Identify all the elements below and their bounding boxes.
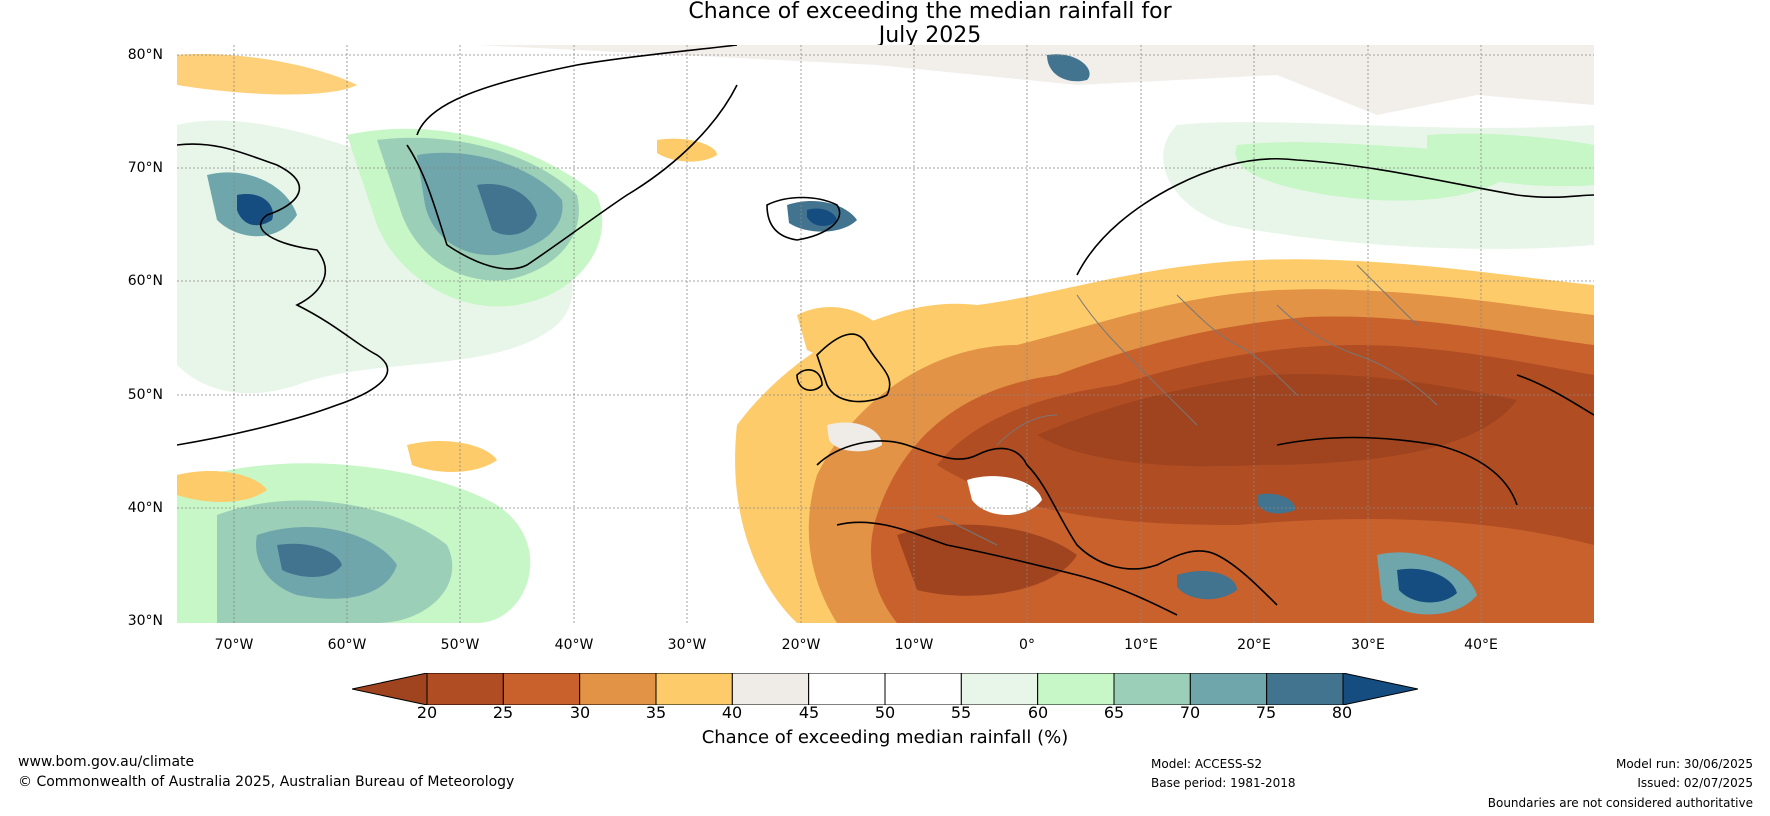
lat-label-60n: 60°N bbox=[127, 273, 163, 289]
colorbar-tick: 30 bbox=[569, 703, 591, 722]
colorbar-tick: 40 bbox=[721, 703, 743, 722]
lat-label-30n: 30°N bbox=[127, 613, 163, 629]
colorbar-tick: 70 bbox=[1179, 703, 1201, 722]
colorbar-tick: 45 bbox=[798, 703, 820, 722]
country-borders bbox=[936, 264, 1438, 546]
colorbar-segment bbox=[1037, 672, 1115, 706]
colorbar-tick: 25 bbox=[492, 703, 514, 722]
colorbar-svg bbox=[351, 672, 1419, 706]
lon-label-20w: 20°W bbox=[781, 637, 821, 653]
colorbar-tick: 65 bbox=[1103, 703, 1125, 722]
disclaimer-text: Boundaries are not considered authoritat… bbox=[1487, 796, 1753, 810]
lat-label-70n: 70°N bbox=[127, 160, 163, 176]
lon-label-10e: 10°E bbox=[1124, 637, 1158, 653]
model-text: Model: ACCESS-S2 bbox=[1151, 757, 1263, 771]
lon-label-30w: 30°W bbox=[667, 637, 707, 653]
lon-label-40e: 40°E bbox=[1464, 637, 1498, 653]
colorbar-extend-low bbox=[351, 672, 428, 706]
rainfall-map-svg bbox=[177, 45, 1594, 623]
colorbar-segment bbox=[655, 672, 733, 706]
probability-shading bbox=[177, 45, 1594, 623]
colorbar-segment bbox=[960, 672, 1039, 706]
graticule bbox=[177, 45, 1594, 623]
colorbar bbox=[351, 672, 1419, 706]
title-line-2: July 2025 bbox=[878, 23, 982, 48]
colorbar-segment bbox=[1189, 672, 1268, 706]
lat-label-80n: 80°N bbox=[127, 47, 163, 63]
colorbar-segment bbox=[1113, 672, 1191, 706]
lon-label-60w: 60°W bbox=[327, 637, 367, 653]
colorbar-segment bbox=[808, 672, 886, 706]
website-link[interactable]: www.bom.gov.au/climate bbox=[18, 754, 195, 770]
chart-title: Chance of exceeding the median rainfall … bbox=[0, 0, 1770, 48]
lon-label-0: 0° bbox=[1019, 637, 1035, 653]
colorbar-tick: 60 bbox=[1027, 703, 1049, 722]
lon-label-40w: 40°W bbox=[554, 637, 594, 653]
colorbar-segment bbox=[731, 672, 810, 706]
colorbar-segment bbox=[502, 672, 581, 706]
colorbar-segment bbox=[426, 672, 504, 706]
lon-label-10w: 10°W bbox=[894, 637, 934, 653]
colorbar-tick: 80 bbox=[1331, 703, 1353, 722]
rainfall-map[interactable] bbox=[177, 45, 1594, 623]
colorbar-extend-high bbox=[1342, 672, 1419, 706]
colorbar-tick: 50 bbox=[874, 703, 896, 722]
colorbar-tick: 35 bbox=[645, 703, 667, 722]
colorbar-tick: 75 bbox=[1255, 703, 1277, 722]
colorbar-segment bbox=[1266, 672, 1344, 706]
lon-label-30e: 30°E bbox=[1351, 637, 1385, 653]
base-period-text: Base period: 1981-2018 bbox=[1151, 776, 1296, 790]
lat-label-50n: 50°N bbox=[127, 387, 163, 403]
colorbar-segment bbox=[884, 672, 962, 706]
colorbar-tick: 55 bbox=[950, 703, 972, 722]
title-line-1: Chance of exceeding the median rainfall … bbox=[688, 0, 1172, 24]
lon-label-20e: 20°E bbox=[1237, 637, 1271, 653]
colorbar-tick: 20 bbox=[416, 703, 438, 722]
lon-label-50w: 50°W bbox=[440, 637, 480, 653]
model-run-text: Model run: 30/06/2025 bbox=[1615, 757, 1753, 771]
lon-label-70w: 70°W bbox=[214, 637, 254, 653]
copyright-text: © Commonwealth of Australia 2025, Austra… bbox=[18, 774, 515, 790]
issued-text: Issued: 02/07/2025 bbox=[1637, 776, 1753, 790]
colorbar-segment bbox=[579, 672, 657, 706]
lat-label-40n: 40°N bbox=[127, 500, 163, 516]
colorbar-label: Chance of exceeding median rainfall (%) bbox=[701, 727, 1069, 748]
coastlines bbox=[177, 45, 1594, 616]
